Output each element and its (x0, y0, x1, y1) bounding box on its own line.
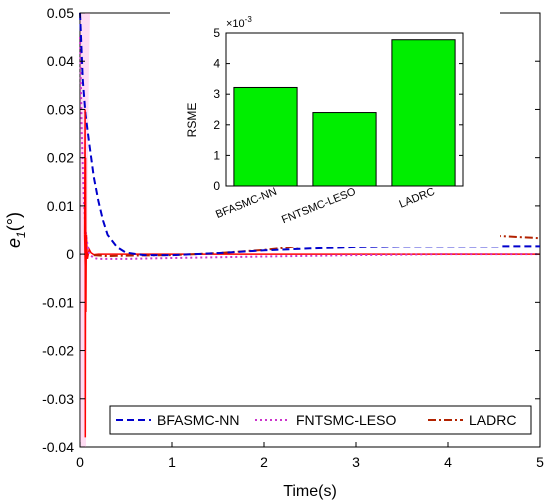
inset-axis-ticks: 0 1 2 3 4 5 (213, 26, 463, 193)
y-tick-label: 0.02 (47, 150, 74, 166)
inset-bars (233, 39, 456, 187)
y-tick-label: 0.05 (47, 5, 74, 21)
x-tick-label: 0 (76, 454, 84, 470)
y-tick-label: 0.04 (47, 53, 74, 69)
inset-y-tick-label: 4 (213, 57, 220, 71)
y-axis-label-subscript: 1 (14, 231, 28, 238)
series-line-transient-spike (83, 109, 88, 438)
y-tick-label: 0.03 (47, 101, 74, 117)
y-tick-label: -0.02 (42, 343, 74, 359)
y-axis-label: e1(°) (4, 212, 28, 248)
x-tick-label: 5 (536, 454, 544, 470)
y-tick-label: 0 (66, 246, 74, 262)
y-axis-label-symbol: e (4, 238, 24, 248)
y-tick-label: -0.01 (42, 294, 74, 310)
inset-exponent-label: ×10-3 (226, 15, 252, 30)
inset-y-tick-label: 2 (213, 118, 220, 132)
inset-y-tick-label: 3 (213, 87, 220, 101)
bar-fntsmc-leso (312, 112, 377, 187)
x-axis-label: Time(s) (283, 483, 337, 500)
bar-ladrc (391, 39, 456, 187)
legend: BFASMC-NN FNTSMC-LESO LADRC (109, 405, 532, 435)
y-tick-label: -0.03 (42, 391, 74, 407)
y-tick-label: 0.01 (47, 198, 74, 214)
inset-exponent-power: -3 (245, 15, 253, 24)
x-tick-label: 4 (444, 454, 452, 470)
inset-y-tick-label: 0 (213, 179, 220, 193)
x-tick-label: 2 (260, 454, 268, 470)
inset-y-tick-label: 5 (213, 26, 220, 40)
main-axis-ticks: -0.04 -0.03 -0.02 -0.01 0 0.01 0.02 0.03 0.04 0.0… (42, 5, 544, 470)
inset-y-tick-label: 1 (213, 148, 220, 162)
legend-label-bfasmc-nn: BFASMC-NN (157, 412, 239, 428)
legend-label-ladrc: LADRC (469, 412, 516, 428)
inset-y-axis-label: RSME (185, 103, 199, 138)
x-tick-label: 1 (168, 454, 176, 470)
y-axis-label-unit: (°) (4, 212, 24, 231)
legend-label-fntsmc-leso: FNTSMC-LESO (296, 412, 396, 428)
x-tick-label: 3 (352, 454, 360, 470)
bar-bfasmc-nn (233, 86, 298, 187)
inset-exponent-base: ×10 (226, 18, 245, 30)
y-tick-label: -0.04 (42, 439, 74, 455)
